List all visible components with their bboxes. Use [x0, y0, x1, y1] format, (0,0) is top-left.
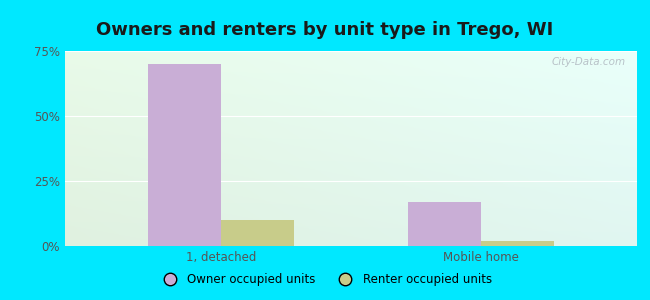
- Bar: [408, 202, 481, 246]
- Bar: [221, 220, 294, 246]
- Text: Owners and renters by unit type in Trego, WI: Owners and renters by unit type in Trego…: [96, 21, 554, 39]
- Bar: [148, 64, 221, 246]
- Text: City-Data.com: City-Data.com: [551, 57, 625, 67]
- Bar: [481, 241, 554, 246]
- Legend: Owner occupied units, Renter occupied units: Owner occupied units, Renter occupied un…: [153, 269, 497, 291]
